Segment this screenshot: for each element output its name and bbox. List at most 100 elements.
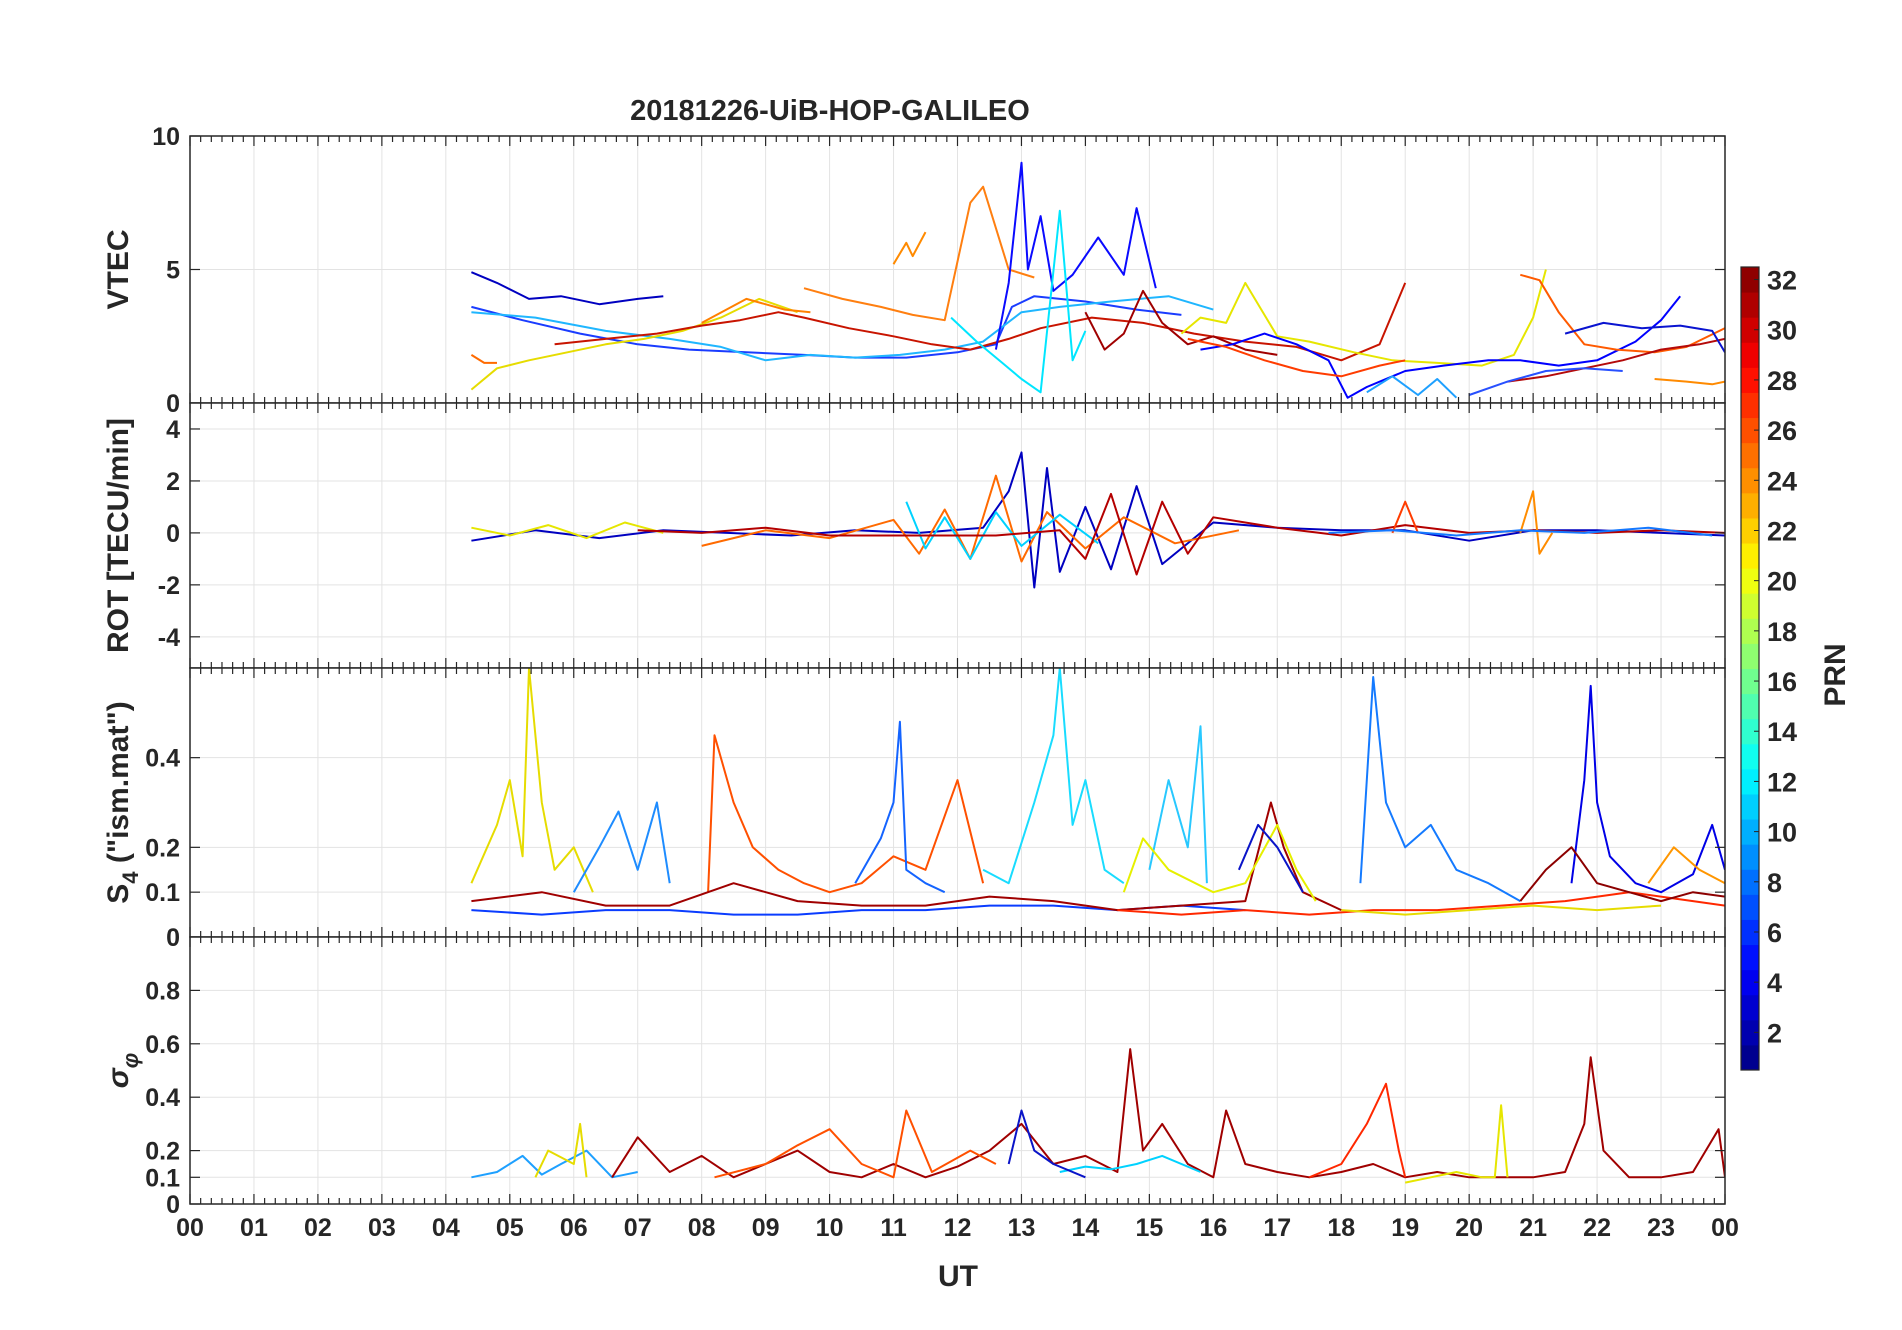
series-line-1 — [470, 668, 594, 893]
series-group — [471, 1048, 1725, 1184]
colorbar-segment — [1741, 618, 1759, 644]
colorbar-segment — [1741, 367, 1759, 393]
x-tick-label: 12 — [944, 1214, 972, 1242]
x-ticks — [189, 135, 1726, 404]
y-tick-label: 0.4 — [145, 1084, 180, 1112]
series-line-4 — [707, 734, 985, 894]
series-line-2 — [534, 1122, 588, 1178]
x-tick-label: 18 — [1327, 1214, 1355, 1242]
series-line-10 — [994, 161, 1157, 350]
colorbar-segment — [1741, 267, 1759, 293]
y-tick-label: 0.6 — [145, 1031, 180, 1059]
colorbar-segment — [1741, 969, 1759, 996]
series-line-7 — [1148, 725, 1208, 884]
colorbar-segment — [1741, 517, 1759, 544]
x-tick-label: 08 — [688, 1214, 716, 1242]
colorbar-segment — [1741, 919, 1759, 946]
x-tick-label: 13 — [1008, 1214, 1036, 1242]
series-line-2 — [471, 521, 664, 540]
series-line-6 — [982, 668, 1125, 885]
panel-4: 00.10.2 0.4 0.6 0.8 σφ — [102, 936, 1726, 1219]
colorbar-tick-label: 12 — [1767, 767, 1797, 797]
x-ticks — [189, 937, 1726, 1205]
x-tick-label: 17 — [1263, 1214, 1291, 1242]
x-ticks — [189, 403, 1726, 668]
series-line-1 — [471, 271, 664, 306]
x-tick-label: 02 — [304, 1214, 332, 1242]
colorbar-tick-label: 24 — [1767, 466, 1797, 496]
x-tick-label: 14 — [1072, 1214, 1100, 1242]
series-line-13 — [1180, 269, 1547, 367]
colorbar-tick-label: 30 — [1767, 316, 1797, 346]
colorbar-title: PRN — [1819, 643, 1852, 706]
colorbar-tick-label: 26 — [1767, 416, 1797, 446]
colorbar-segment — [1741, 543, 1759, 569]
series-line-2 — [572, 801, 671, 893]
colorbar-tick-label: 20 — [1767, 567, 1797, 597]
series-line-19 — [1468, 367, 1623, 396]
series-line-7 — [701, 297, 811, 324]
y-tick-label: 0.4 — [145, 745, 180, 773]
x-axis: UT 00 01 02 03 04 05 06 07 08 09 10 11 12 13 14 15 16 17 1… — [176, 1214, 1739, 1293]
y-tick-label: 0.2 — [145, 834, 180, 862]
x-tick-label: 22 — [1583, 1214, 1611, 1242]
x-tick-label: 00 — [1711, 1214, 1739, 1242]
x-tick-label: 05 — [496, 1214, 524, 1242]
x-tick-label: 03 — [368, 1214, 396, 1242]
chart-title: 20181226-UiB-HOP-GALILEO — [630, 95, 1030, 127]
y-axis-title: ROT [TECU/min] — [102, 418, 135, 653]
y-axis-title: σφ — [102, 1053, 143, 1088]
y-tick-label: 0.2 — [145, 1138, 180, 1166]
series-line-4 — [714, 1109, 997, 1179]
colorbar-segment — [1741, 1019, 1759, 1046]
colorbar-segment — [1741, 492, 1759, 519]
colorbar-segment — [1741, 392, 1759, 419]
y-axis-title: VTEC — [102, 229, 135, 309]
series-group — [471, 451, 1725, 589]
panel-2: -4 -2 0 2 4 ROT [TECU/min] — [102, 402, 1726, 669]
series-group — [470, 668, 1725, 916]
y-tick-label: -4 — [158, 624, 180, 652]
colorbar-segment — [1741, 819, 1759, 845]
colorbar-tick-label: 32 — [1767, 266, 1797, 296]
colorbar-segment — [1741, 292, 1759, 318]
colorbar-segment — [1741, 342, 1759, 368]
panel-3: 0 0.1 0.2 0.4S4 ("ism.mat") — [102, 667, 1726, 952]
colorbar-tick-label: 22 — [1767, 516, 1797, 546]
series-line-10 — [1237, 823, 1304, 893]
panel-1: 0 5 10 VTEC — [102, 123, 1726, 418]
colorbar-tick-label: 4 — [1767, 968, 1782, 998]
y-tick-label: 0 — [166, 924, 180, 952]
colorbar-segment — [1741, 844, 1759, 870]
colorbar-segment — [1741, 894, 1759, 920]
series-line-12 — [1117, 891, 1725, 916]
colorbar-tick-label: 8 — [1767, 868, 1782, 898]
series-line-4 — [470, 297, 798, 391]
series-line-1 — [471, 1149, 638, 1179]
series-line-5 — [470, 354, 497, 364]
colorbar-tick-label: 2 — [1767, 1018, 1782, 1048]
series-group — [470, 161, 1725, 399]
series-line-11 — [950, 209, 1087, 394]
colorbar-segment — [1741, 869, 1759, 895]
series-line-9 — [1122, 823, 1317, 902]
colorbar-segment — [1741, 718, 1759, 745]
y-tick-label: 0.1 — [145, 879, 180, 907]
series-line-15 — [1187, 337, 1406, 378]
series-line-13 — [1341, 904, 1662, 916]
y-axis-title: S4 ("ism.mat") — [102, 701, 143, 903]
colorbar-segment — [1741, 643, 1759, 669]
x-tick-label: 04 — [432, 1214, 460, 1242]
colorbar-segment — [1741, 994, 1759, 1021]
x-tick-label: 21 — [1519, 1214, 1547, 1242]
colorbar-segment — [1741, 442, 1759, 469]
colorbar-frame — [1740, 266, 1760, 1071]
series-line-15 — [1519, 846, 1725, 903]
series-line-8 — [471, 801, 1342, 912]
colorbar-segment — [1741, 593, 1759, 619]
series-line-11 — [1359, 676, 1521, 902]
colorbar-segment — [1741, 743, 1759, 770]
colorbar-segment — [1741, 793, 1759, 820]
